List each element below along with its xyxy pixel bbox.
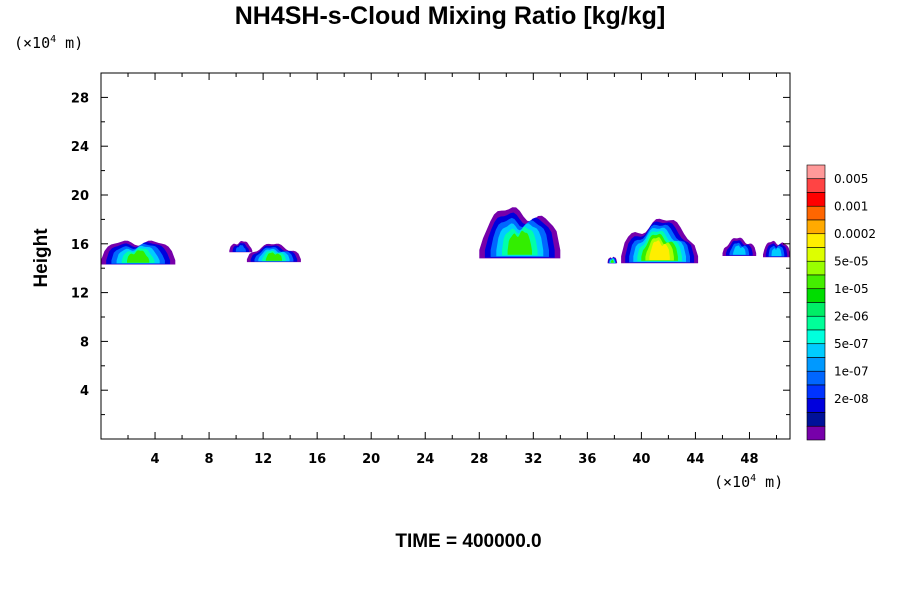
y-tick-label: 16: [71, 238, 89, 253]
colorbar-swatch: [806, 178, 826, 193]
colorbar-swatch: [806, 398, 826, 413]
y-tick-label: 24: [71, 140, 89, 155]
cloud-contour: [771, 247, 782, 257]
cloud-contour: [610, 259, 614, 263]
colorbar-swatch: [806, 164, 826, 180]
y-tick-label: 20: [71, 189, 89, 204]
y-unit-label: (×104 m): [14, 34, 84, 52]
colorbar-swatch: [806, 384, 826, 400]
colorbar-swatch: [806, 412, 826, 427]
colorbar-swatch: [806, 274, 826, 290]
colorbar-swatch: [806, 425, 826, 441]
x-tick-label: 28: [470, 452, 488, 467]
colorbar: 0.005 0.001 0.0002 5e-05 1e-05 2e-06 5e-07 1e-0…: [806, 164, 876, 441]
x-tick-label: 44: [686, 452, 704, 467]
cloud-contour: [649, 240, 670, 260]
cloud-contour: [265, 252, 282, 261]
plot-frame: [100, 72, 791, 440]
colorbar-swatch: [806, 247, 826, 262]
colorbar-label: 0.0002: [834, 227, 876, 241]
colorbar-label: 2e-06: [834, 309, 869, 323]
chart-title: NH4SH-s-Cloud Mixing Ratio [kg/kg]: [234, 2, 666, 30]
colorbar-label: 2e-08: [834, 392, 869, 406]
colorbar-swatch: [806, 205, 826, 221]
x-tick-label: 20: [362, 452, 380, 467]
x-tick-label: 24: [416, 452, 434, 467]
colorbar-label: 1e-07: [834, 364, 869, 378]
x-tick-label: 8: [205, 452, 214, 467]
y-tick-label: 12: [71, 287, 89, 302]
colorbar-label: 1e-05: [834, 282, 869, 296]
y-tick-label: 8: [80, 335, 89, 350]
colorbar-label: 0.005: [834, 172, 868, 186]
colorbar-label: 0.001: [834, 199, 868, 213]
x-tick-label: 12: [254, 452, 272, 467]
colorbar-swatch: [806, 370, 826, 386]
colorbar-swatch: [806, 192, 826, 207]
cloud-contour: [507, 230, 532, 255]
x-tick-label: 48: [740, 452, 758, 467]
x-tick-label: 36: [578, 452, 596, 467]
cloud-contour: [127, 250, 150, 263]
colorbar-label: 5e-07: [834, 337, 869, 351]
time-label: TIME = 400000.0: [395, 531, 542, 552]
colorbar-swatch: [806, 357, 826, 372]
colorbar-swatch: [806, 315, 826, 331]
colorbar-swatch: [806, 329, 826, 345]
colorbar-swatch: [806, 288, 826, 303]
colorbar-swatch: [806, 233, 826, 248]
x-axis: 4 8 12 16 20 24 28 32 36 40 44 48: [127, 73, 777, 467]
x-unit-label: (×104 m): [714, 473, 784, 491]
colorbar-swatch: [806, 219, 826, 235]
colorbar-swatch: [806, 343, 826, 358]
y-tick-label: 4: [80, 384, 89, 399]
cloud-contour: [733, 245, 746, 255]
colorbar-swatch: [806, 260, 826, 276]
x-tick-label: 32: [524, 452, 542, 467]
y-axis: 4 8 12 16 20 24 28: [71, 91, 790, 416]
y-tick-label: 28: [71, 91, 89, 106]
colorbar-label: 5e-05: [834, 254, 869, 268]
cloud-layer: [101, 207, 790, 265]
x-tick-label: 4: [151, 452, 160, 467]
x-tick-label: 16: [308, 452, 326, 467]
x-tick-label: 40: [632, 452, 650, 467]
colorbar-swatch: [806, 302, 826, 317]
cloud-contour: [235, 245, 246, 252]
